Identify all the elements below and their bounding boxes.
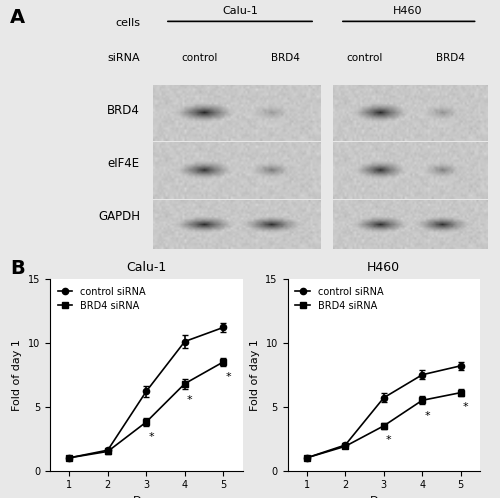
- Title: H460: H460: [367, 260, 400, 273]
- Text: eIF4E: eIF4E: [108, 157, 140, 170]
- Title: Calu-1: Calu-1: [126, 260, 166, 273]
- Y-axis label: Fold of day 1: Fold of day 1: [250, 339, 260, 411]
- Legend: control siRNA, BRD4 siRNA: control siRNA, BRD4 siRNA: [55, 284, 148, 313]
- Text: *: *: [386, 435, 392, 445]
- X-axis label: Days: Days: [370, 496, 398, 498]
- Text: siRNA: siRNA: [108, 53, 140, 63]
- Text: GAPDH: GAPDH: [98, 210, 140, 223]
- Text: *: *: [462, 402, 468, 412]
- Text: *: *: [424, 410, 430, 420]
- Text: *: *: [225, 372, 231, 382]
- Text: B: B: [10, 259, 25, 278]
- Text: Calu-1: Calu-1: [222, 6, 258, 16]
- Text: control: control: [182, 53, 218, 63]
- Text: BRD4: BRD4: [436, 53, 464, 63]
- Text: BRD4: BRD4: [107, 104, 140, 117]
- X-axis label: Days: Days: [132, 496, 160, 498]
- Text: A: A: [10, 7, 25, 26]
- Legend: control siRNA, BRD4 siRNA: control siRNA, BRD4 siRNA: [292, 284, 386, 313]
- Text: control: control: [347, 53, 383, 63]
- Text: *: *: [186, 395, 192, 405]
- Text: H460: H460: [393, 6, 422, 16]
- Text: *: *: [148, 432, 154, 442]
- Y-axis label: Fold of day 1: Fold of day 1: [12, 339, 22, 411]
- Text: cells: cells: [115, 17, 140, 27]
- Text: BRD4: BRD4: [270, 53, 300, 63]
